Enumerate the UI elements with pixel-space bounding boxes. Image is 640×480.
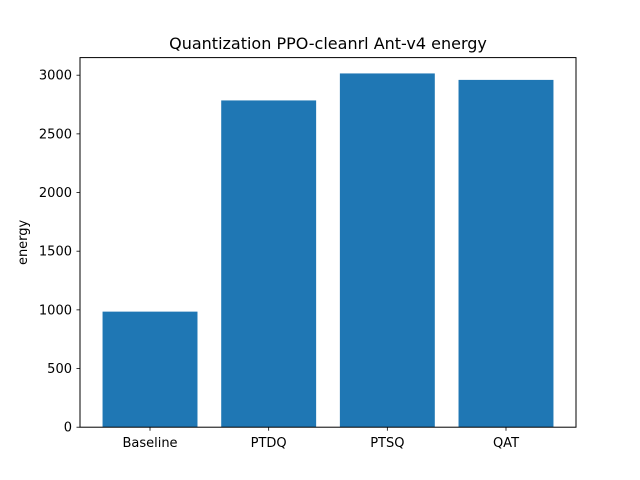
y-axis: 0 500 1000 1500 2000 2500 3000 <box>39 69 80 436</box>
y-tick-label: 2500 <box>39 127 72 142</box>
bar-baseline <box>102 311 198 428</box>
bar-qat <box>458 79 554 428</box>
plot-frame <box>79 57 577 428</box>
y-tick-label: 0 <box>64 421 72 436</box>
x-tick-label: Baseline <box>122 436 177 451</box>
y-tick-label: 500 <box>47 362 72 377</box>
bar-ptsq <box>339 73 435 428</box>
x-tick-label: QAT <box>493 436 519 451</box>
chart-title: Quantization PPO-cleanrl Ant-v4 energy <box>169 34 487 53</box>
y-tick-label: 1500 <box>39 245 72 260</box>
y-tick-label: 1000 <box>39 303 72 318</box>
bars-group <box>102 73 554 428</box>
y-axis-label: energy <box>16 219 31 265</box>
y-tick-label: 2000 <box>39 186 72 201</box>
x-tick-label: PTDQ <box>251 436 287 451</box>
y-tick-label: 3000 <box>39 69 72 84</box>
x-tick-label: PTSQ <box>370 436 404 451</box>
bar-ptdq <box>221 100 317 428</box>
x-axis: Baseline PTDQ PTSQ QAT <box>122 427 519 451</box>
